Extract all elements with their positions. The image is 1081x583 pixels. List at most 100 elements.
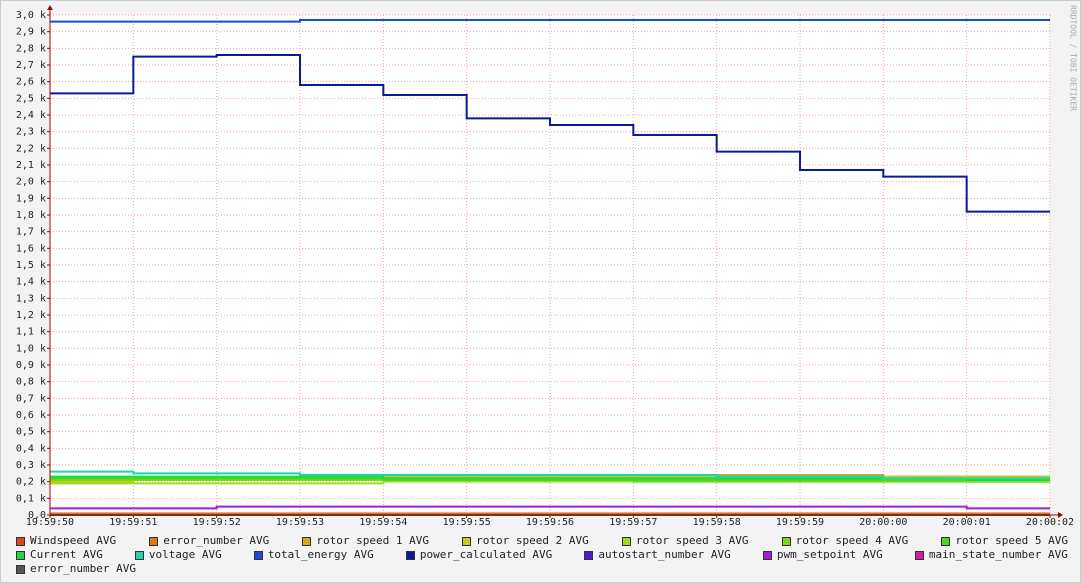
legend-item: rotor speed 5 AVG — [941, 534, 1068, 548]
y-tick-label: 1,4 k — [16, 277, 46, 288]
y-tick-label: 1,3 k — [16, 293, 46, 304]
x-tick-label: 20:00:00 — [859, 517, 907, 528]
series-line — [50, 470, 1050, 480]
legend-label: rotor speed 5 AVG — [955, 534, 1068, 547]
legend-swatch — [253, 550, 263, 560]
legend-swatch — [941, 536, 951, 546]
y-tick-label: 1,5 k — [16, 260, 46, 271]
axes — [47, 5, 1063, 518]
y-tick-label: 1,7 k — [16, 227, 46, 238]
legend-swatch — [621, 536, 631, 546]
legend-label: rotor speed 3 AVG — [635, 534, 749, 547]
x-tick-label: 19:59:58 — [693, 517, 741, 528]
legend-label: pwm_setpoint AVG — [776, 548, 883, 561]
legend-item: total_energy AVG — [253, 548, 374, 562]
x-tick-label: 20:00:01 — [943, 517, 991, 528]
y-tick-label: 1,1 k — [16, 327, 46, 338]
legend-swatch — [16, 550, 25, 560]
legend-swatch — [134, 550, 144, 560]
legend-label: Windspeed AVG — [30, 534, 117, 547]
y-tick-label: 2,7 k — [16, 60, 46, 71]
legend-item: Current AVG — [16, 548, 103, 562]
y-tick-label: 2,9 k — [16, 27, 46, 38]
legend-label: error_number AVG — [30, 562, 136, 575]
y-tick-label: 1,9 k — [16, 193, 46, 204]
grid — [47, 14, 1051, 518]
legend-swatch — [149, 536, 159, 546]
legend-swatch — [914, 550, 924, 560]
y-tick-label: 0,5 k — [16, 427, 46, 438]
y-tick-label: 2,1 k — [16, 160, 46, 171]
y-tick-label: 2,4 k — [16, 110, 46, 121]
legend-item: error_number AVG — [149, 534, 269, 548]
legend-item: rotor speed 4 AVG — [781, 534, 909, 548]
y-tick-label: 0,0 — [28, 510, 46, 521]
legend-item: rotor speed 2 AVG — [462, 534, 589, 548]
legend-swatch — [405, 550, 415, 560]
series-line — [50, 19, 1050, 23]
legend-item: error_number AVG — [16, 562, 136, 576]
legend-label: error_number AVG — [163, 534, 270, 547]
y-tick-label: 1,2 k — [16, 310, 46, 321]
legend-label: main_state_number AVG — [928, 548, 1068, 561]
y-tick-label: 0,4 k — [16, 443, 46, 454]
y-tick-label: 0,7 k — [16, 393, 46, 404]
y-tick-label: 1,8 k — [16, 210, 46, 221]
legend-label: total_energy AVG — [267, 548, 374, 561]
y-arrow — [47, 5, 53, 10]
x-tick-label: 20:00:02 — [1026, 517, 1074, 528]
y-tick-label: 0,9 k — [16, 360, 46, 371]
legend-label: autostart_number AVG — [598, 548, 731, 561]
legend-label: power_calculated AVG — [419, 548, 553, 561]
legend-item: autostart_number AVG — [584, 548, 731, 562]
legend-item: main_state_number AVG — [914, 548, 1068, 562]
x-tick-label: 19:59:51 — [109, 517, 157, 528]
legend-item: power_calculated AVG — [405, 548, 553, 562]
y-tick-label: 1,0 k — [16, 343, 46, 354]
legend-label: voltage AVG — [148, 548, 222, 561]
x-tick-label: 19:59:53 — [276, 517, 324, 528]
legend: Windspeed AVG error_number AVG rotor speed… — [16, 534, 1068, 576]
legend-swatch — [16, 564, 25, 574]
legend-swatch — [16, 536, 25, 546]
x-tick-label: 19:59:59 — [776, 517, 824, 528]
series-line — [50, 54, 1050, 213]
y-tick-label: 0,3 k — [16, 460, 46, 471]
x-tick-label: 19:59:56 — [526, 517, 574, 528]
legend-item: pwm_setpoint AVG — [762, 548, 883, 562]
y-tick-label: 2,2 k — [16, 143, 46, 154]
y-tick-label: 2,6 k — [16, 77, 46, 88]
y-tick-label: 1,6 k — [16, 243, 46, 254]
legend-swatch — [584, 550, 594, 560]
y-tick-label: 0,2 k — [16, 477, 46, 488]
y-tick-label: 0,6 k — [16, 410, 46, 421]
legend-label: rotor speed 1 AVG — [316, 534, 429, 547]
y-tick-label: 0,1 k — [16, 493, 46, 504]
legend-swatch — [462, 536, 472, 546]
legend-swatch — [302, 536, 312, 546]
x-arrow — [1058, 512, 1063, 518]
legend-item: rotor speed 1 AVG — [302, 534, 429, 548]
legend-label: rotor speed 2 AVG — [476, 534, 589, 547]
legend-label: Current AVG — [30, 548, 103, 561]
y-tick-label: 2,3 k — [16, 127, 46, 138]
series-line — [50, 477, 1050, 481]
legend-swatch — [762, 550, 772, 560]
legend-item: voltage AVG — [134, 548, 222, 562]
y-tick-label: 2,8 k — [16, 43, 46, 54]
y-tick-label: 3,0 k — [16, 10, 46, 21]
legend-item: rotor speed 3 AVG — [621, 534, 749, 548]
y-tick-label: 2,0 k — [16, 177, 46, 188]
watermark: RRDTOOL / TOBI OETIKER — [1069, 5, 1078, 111]
legend-label: rotor speed 4 AVG — [795, 534, 909, 547]
y-tick-label: 2,5 k — [16, 93, 46, 104]
legend-item: Windspeed AVG — [16, 534, 116, 548]
x-tick-label: 19:59:57 — [609, 517, 657, 528]
x-tick-label: 19:59:55 — [443, 517, 491, 528]
y-tick-label: 0,8 k — [16, 377, 46, 388]
legend-swatch — [781, 536, 791, 546]
x-tick-label: 19:59:54 — [359, 517, 407, 528]
x-tick-label: 19:59:52 — [193, 517, 241, 528]
